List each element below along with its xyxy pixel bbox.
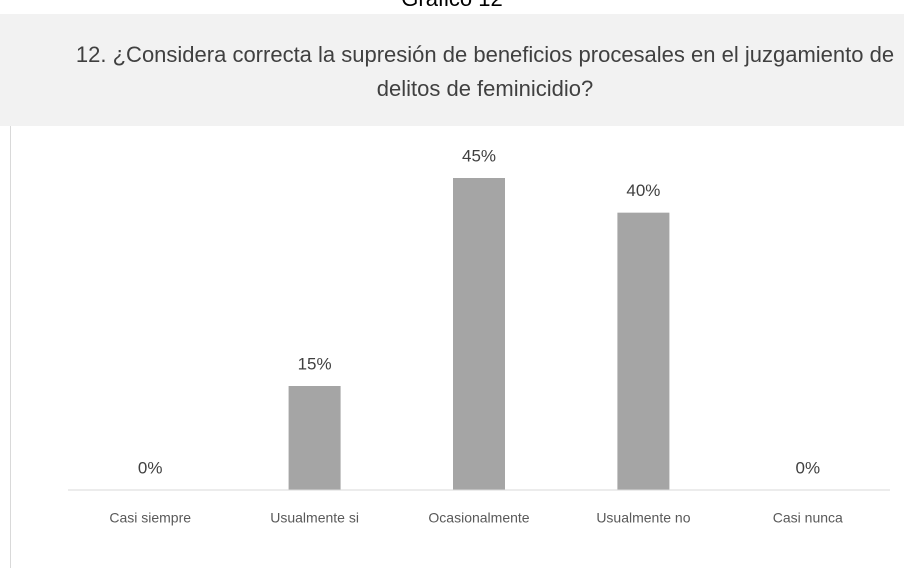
chart-title: 12. ¿Considera correcta la supresión de … [75,42,895,101]
x-tick-label: Casi nunca [773,510,843,526]
bar [288,386,341,490]
x-tick-label: Casi siempre [109,510,191,526]
data-label: 0% [138,458,163,477]
x-tick-label: Usualmente si [270,510,359,526]
data-label: 40% [626,181,660,200]
x-tick-label: Usualmente no [596,510,690,526]
caption: Gráfico 12 [0,0,904,12]
data-label: 0% [796,458,821,477]
bar [453,178,505,490]
data-label: 15% [298,354,332,373]
title-box [0,14,904,126]
data-label: 45% [462,146,496,165]
frame-border [10,126,11,568]
x-tick-label: Ocasionalmente [428,510,529,526]
bar [617,212,670,490]
